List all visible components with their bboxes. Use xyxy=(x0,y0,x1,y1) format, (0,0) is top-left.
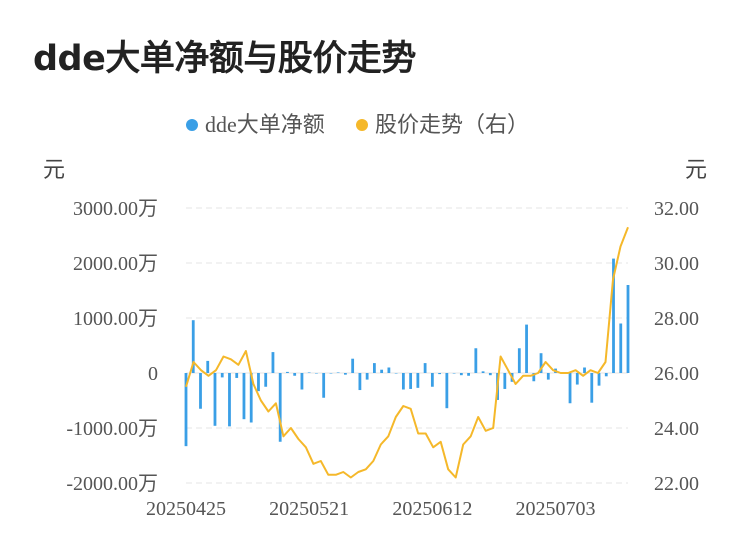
grid-lines xyxy=(186,207,628,484)
legend: dde大单净额 股价走势（右） xyxy=(186,112,529,137)
bar xyxy=(199,373,202,409)
bar xyxy=(242,373,246,420)
bar xyxy=(184,373,188,447)
bar xyxy=(416,373,420,388)
right-tick-label: 32.00 xyxy=(654,198,699,220)
bar xyxy=(228,373,231,427)
bar xyxy=(206,360,210,373)
bar xyxy=(568,373,572,404)
bar xyxy=(235,373,239,378)
bar xyxy=(438,373,442,375)
bar xyxy=(322,373,326,398)
bar xyxy=(394,373,398,374)
bar xyxy=(401,373,405,390)
bar xyxy=(372,363,376,373)
bar xyxy=(532,373,536,382)
bar xyxy=(278,373,282,442)
bar xyxy=(525,324,528,373)
bar xyxy=(503,373,507,389)
bar xyxy=(387,367,391,373)
x-tick-label: 20250425 xyxy=(146,498,226,520)
right-tick-label: 24.00 xyxy=(654,418,699,440)
left-axis-ticks: 3000.00万 2000.00万 1000.00万 0 -1000.00万 -2000.… xyxy=(66,198,158,495)
bar xyxy=(467,373,470,376)
bar xyxy=(293,373,297,376)
bar xyxy=(351,358,355,373)
legend-marker xyxy=(186,119,198,131)
x-axis-ticks: 20250425 20250521 20250612 20250703 xyxy=(146,498,596,520)
bar xyxy=(336,372,340,373)
price-line xyxy=(185,226,629,479)
bar xyxy=(597,373,601,386)
bar xyxy=(264,373,268,387)
left-tick-label: 1000.00万 xyxy=(73,308,158,330)
bar xyxy=(612,258,615,373)
bar xyxy=(191,320,195,373)
bar xyxy=(604,373,608,377)
bar xyxy=(249,373,253,423)
page-title: dde大单净额与股价走势 xyxy=(33,39,416,79)
bar xyxy=(329,373,333,374)
bar xyxy=(445,373,449,409)
bar xyxy=(300,373,304,390)
bar xyxy=(358,373,362,391)
bar xyxy=(539,353,543,373)
bar xyxy=(286,371,289,373)
bar xyxy=(213,373,217,426)
x-tick-label: 20250612 xyxy=(392,498,472,520)
bar xyxy=(575,373,579,385)
bar xyxy=(307,372,311,373)
left-axis-unit: 元 xyxy=(43,157,65,182)
bar xyxy=(365,373,369,380)
x-tick-label: 20250703 xyxy=(516,498,596,520)
bar xyxy=(220,373,224,378)
bar xyxy=(590,373,594,403)
right-tick-label: 30.00 xyxy=(654,253,699,275)
right-tick-label: 22.00 xyxy=(654,473,699,495)
bar xyxy=(481,371,485,373)
bar xyxy=(474,348,478,373)
bar xyxy=(626,285,630,373)
bar xyxy=(517,348,521,373)
bar xyxy=(271,352,275,373)
left-tick-label: 3000.00万 xyxy=(73,198,158,220)
left-tick-label: -2000.00万 xyxy=(66,473,158,495)
left-tick-label: 2000.00万 xyxy=(73,253,158,275)
bar xyxy=(459,373,463,376)
line-series xyxy=(185,226,629,479)
right-tick-label: 26.00 xyxy=(654,363,699,385)
legend-label: dde大单净额 xyxy=(205,112,325,137)
bar xyxy=(430,373,434,387)
bar xyxy=(423,363,427,373)
bar xyxy=(409,373,413,389)
left-tick-label: -1000.00万 xyxy=(66,418,158,440)
bar xyxy=(452,373,456,374)
right-axis-ticks: 32.00 30.00 28.00 26.00 24.00 22.00 xyxy=(654,198,699,495)
right-tick-label: 28.00 xyxy=(654,308,699,330)
bar xyxy=(488,373,492,376)
legend-label: 股价走势（右） xyxy=(375,112,529,137)
bar xyxy=(619,323,623,373)
left-tick-label: 0 xyxy=(148,363,158,385)
bar xyxy=(546,373,550,380)
legend-marker xyxy=(356,119,368,131)
bar xyxy=(583,367,586,373)
bar xyxy=(315,373,318,374)
bar xyxy=(344,373,347,375)
bar-series xyxy=(184,258,630,447)
right-axis-unit: 元 xyxy=(685,157,707,182)
bar xyxy=(380,369,384,373)
bar xyxy=(257,373,260,392)
x-tick-label: 20250521 xyxy=(269,498,349,520)
